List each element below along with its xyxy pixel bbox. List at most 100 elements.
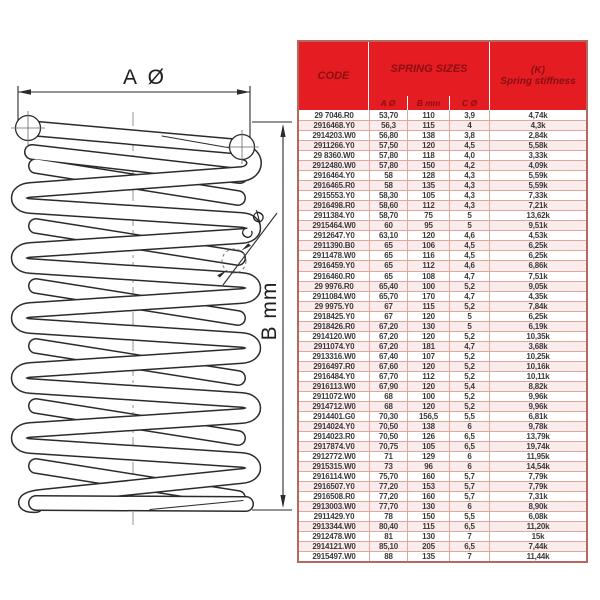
- cell-b: 128: [407, 171, 449, 181]
- cell-code: 2915553.Y0: [313, 191, 355, 201]
- cell-c: 5,4: [449, 381, 489, 391]
- cell-code: 2914120.W0: [312, 331, 356, 341]
- cell-code: 2911072.W0: [312, 391, 356, 401]
- cell-b: 130: [407, 502, 449, 512]
- cell-b: 100: [407, 281, 449, 291]
- cell-k: 9,96k: [489, 391, 586, 401]
- cell-code: 2915497.W0: [312, 552, 356, 562]
- cell-a: 67: [369, 311, 407, 321]
- cell-k: 14,54k: [489, 462, 586, 472]
- cell-k: 11,95k: [489, 452, 586, 462]
- cell-k: 11,20k: [489, 522, 586, 532]
- cell-b: 205: [407, 542, 449, 552]
- cell-k: 9,51k: [489, 221, 586, 231]
- cell-c: 5,2: [449, 351, 489, 361]
- table-row: 2912480.W0 57,80 150 4,2 4,09k: [299, 160, 586, 171]
- cell-a: 63,10: [369, 231, 407, 241]
- cell-code: 2911084.W0: [312, 291, 356, 301]
- table-row: 2916464.Y0 58 128 4,3 5,59k: [299, 170, 586, 181]
- subheader-c-diameter: C Ø: [449, 96, 489, 110]
- cell-c: 7: [449, 552, 489, 562]
- cell-k: 4,74k: [489, 110, 586, 121]
- cell-c: 5,2: [449, 301, 489, 311]
- table-row: 29 9976.R0 65,40 100 5,2 9,05k: [299, 280, 586, 291]
- cell-k: 4,09k: [489, 161, 586, 171]
- table-row: 2918425.Y0 67 120 5 6,25k: [299, 310, 586, 321]
- cell-k: 10,25k: [489, 351, 586, 361]
- cell-c: 4,5: [449, 241, 489, 251]
- cell-k: 7,33k: [489, 191, 586, 201]
- cell-k: 10,16k: [489, 361, 586, 371]
- cell-b: 106: [407, 241, 449, 251]
- cell-a: 67,60: [369, 361, 407, 371]
- cell-c: 5,7: [449, 482, 489, 492]
- cell-b: 116: [407, 251, 449, 261]
- wire-end-marks: [11, 111, 259, 164]
- cell-a: 77,20: [369, 482, 407, 492]
- cell-a: 73: [369, 462, 407, 472]
- cell-code: 2914401.G0: [312, 411, 356, 421]
- table-row: 2915464.W0 60 95 5 9,51k: [299, 220, 586, 231]
- cell-c: 5: [449, 221, 489, 231]
- table-row: 2914121.W0 85,10 205 6,5 7,44k: [299, 541, 586, 552]
- cell-a: 78: [369, 512, 407, 522]
- cell-c: 5,7: [449, 492, 489, 502]
- cell-a: 70,50: [369, 421, 407, 431]
- cell-k: 6,08k: [489, 512, 586, 522]
- cell-a: 77,20: [369, 492, 407, 502]
- cell-k: 4,53k: [489, 231, 586, 241]
- table-row: 2914712.W0 68 120 5,2 9,96k: [299, 400, 586, 411]
- cell-a: 65: [369, 261, 407, 271]
- cell-code: 2912480.W0: [312, 161, 356, 171]
- cell-code: 2913344.W0: [312, 522, 356, 532]
- cell-a: 70,75: [369, 442, 407, 452]
- cell-k: 10,35k: [489, 331, 586, 341]
- cell-b: 129: [407, 452, 449, 462]
- cell-a: 67,90: [369, 381, 407, 391]
- table-row: 29 8360.W0 57,80 118 4,0 3,33k: [299, 150, 586, 161]
- cell-c: 5,2: [449, 401, 489, 411]
- cell-a: 58: [369, 171, 407, 181]
- cell-code: 2916114.W0: [312, 472, 356, 482]
- cell-k: 5,59k: [489, 171, 586, 181]
- cell-a: 67,20: [369, 341, 407, 351]
- cell-c: 4,3: [449, 191, 489, 201]
- cell-c: 6: [449, 452, 489, 462]
- cell-code: 2916508.R0: [313, 492, 355, 502]
- spring-bottom-end: [28, 495, 254, 512]
- cell-code: 29 7046.R0: [314, 110, 354, 120]
- cell-b: 120: [407, 311, 449, 321]
- cell-a: 85,10: [369, 542, 407, 552]
- cell-a: 60: [369, 221, 407, 231]
- cell-code: 29 9976.R0: [314, 281, 354, 291]
- cell-c: 4,7: [449, 271, 489, 281]
- cell-k: 5,59k: [489, 181, 586, 191]
- cell-k: 5,58k: [489, 141, 586, 151]
- cell-k: 7,79k: [489, 482, 586, 492]
- table-row: 2911072.W0 68 100 5,2 9,96k: [299, 390, 586, 401]
- cell-a: 58: [369, 181, 407, 191]
- cell-k: 7,44k: [489, 542, 586, 552]
- cell-k: 8,90k: [489, 502, 586, 512]
- cell-a: 68: [369, 401, 407, 411]
- cell-c: 3,8: [449, 131, 489, 141]
- cell-b: 120: [407, 231, 449, 241]
- header-stiffness-line2: Spring stiffness: [500, 76, 576, 87]
- table-row: 2912647.Y0 63,10 120 4,6 4,53k: [299, 230, 586, 241]
- cell-code: 2911429.Y0: [313, 512, 355, 522]
- cell-k: 10,11k: [489, 371, 586, 381]
- cell-code: 2916460.R0: [313, 271, 355, 281]
- cell-b: 107: [407, 351, 449, 361]
- cell-k: 7,31k: [489, 492, 586, 502]
- cell-c: 4,3: [449, 201, 489, 211]
- cell-k: 6,81k: [489, 411, 586, 421]
- table-row: 2911266.Y0 57,50 120 4,5 5,58k: [299, 140, 586, 151]
- cell-a: 80,40: [369, 522, 407, 532]
- cell-code: 2914712.W0: [312, 401, 356, 411]
- spring-spec-table: CODE SPRING SIZES (K) Spring stiffness A…: [297, 40, 588, 564]
- cell-k: 13,79k: [489, 432, 586, 442]
- cell-a: 67,40: [369, 351, 407, 361]
- cell-b: 112: [407, 201, 449, 211]
- table-row: 2915497.W0 88 135 7 11,44k: [299, 551, 586, 562]
- cell-b: 160: [407, 472, 449, 482]
